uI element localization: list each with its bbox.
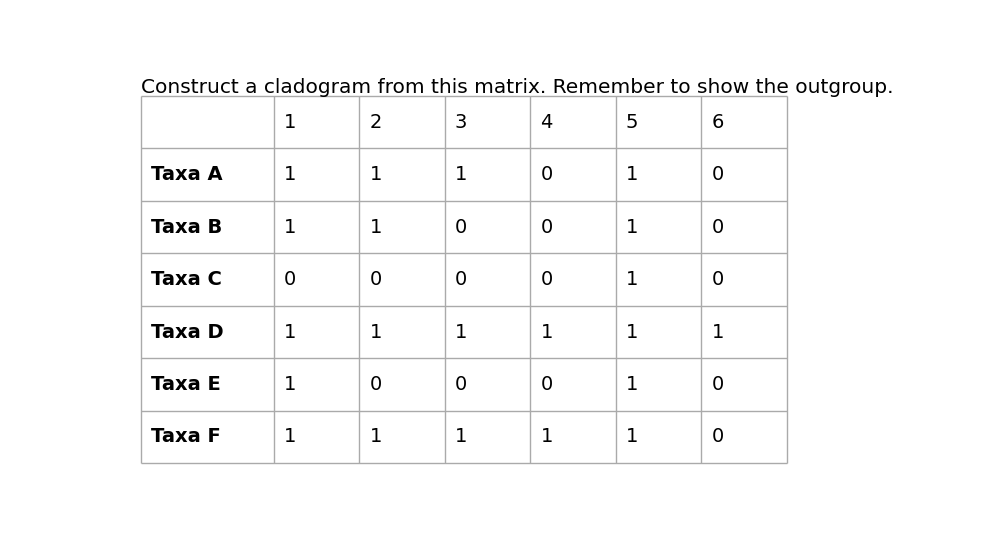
Text: 1: 1 bbox=[626, 323, 638, 341]
Text: 4: 4 bbox=[541, 113, 553, 132]
Text: 1: 1 bbox=[284, 165, 296, 184]
Text: 1: 1 bbox=[626, 375, 638, 394]
Text: 2: 2 bbox=[370, 113, 382, 132]
Text: Taxa B: Taxa B bbox=[151, 218, 223, 236]
Text: 0: 0 bbox=[712, 165, 724, 184]
Text: 1: 1 bbox=[284, 323, 296, 341]
Text: 0: 0 bbox=[541, 375, 553, 394]
Text: 0: 0 bbox=[541, 165, 553, 184]
Text: 1: 1 bbox=[455, 323, 467, 341]
Text: 1: 1 bbox=[626, 270, 638, 289]
Text: 1: 1 bbox=[370, 427, 382, 446]
Text: 1: 1 bbox=[712, 323, 724, 341]
Text: 5: 5 bbox=[626, 113, 638, 132]
Text: 0: 0 bbox=[712, 427, 724, 446]
Text: 0: 0 bbox=[455, 270, 467, 289]
Text: 1: 1 bbox=[626, 165, 638, 184]
Text: 1: 1 bbox=[626, 427, 638, 446]
Text: Taxa D: Taxa D bbox=[151, 323, 224, 341]
Text: 1: 1 bbox=[626, 218, 638, 236]
Text: 0: 0 bbox=[712, 218, 724, 236]
Text: 0: 0 bbox=[541, 218, 553, 236]
Text: 1: 1 bbox=[370, 218, 382, 236]
Text: 0: 0 bbox=[712, 375, 724, 394]
Text: 1: 1 bbox=[284, 218, 296, 236]
Text: Taxa C: Taxa C bbox=[151, 270, 223, 289]
Text: 1: 1 bbox=[541, 427, 553, 446]
Text: 0: 0 bbox=[712, 270, 724, 289]
Text: 1: 1 bbox=[370, 165, 382, 184]
Text: 3: 3 bbox=[455, 113, 467, 132]
Text: Taxa A: Taxa A bbox=[151, 165, 223, 184]
Text: 1: 1 bbox=[370, 323, 382, 341]
Text: Taxa E: Taxa E bbox=[151, 375, 221, 394]
Text: 1: 1 bbox=[284, 427, 296, 446]
Text: 1: 1 bbox=[541, 323, 553, 341]
Text: 0: 0 bbox=[370, 375, 382, 394]
Text: 1: 1 bbox=[455, 165, 467, 184]
Text: 0: 0 bbox=[455, 375, 467, 394]
Text: 0: 0 bbox=[370, 270, 382, 289]
Text: 1: 1 bbox=[455, 427, 467, 446]
Text: 1: 1 bbox=[284, 113, 296, 132]
Text: Taxa F: Taxa F bbox=[151, 427, 221, 446]
Text: 0: 0 bbox=[455, 218, 467, 236]
Text: 0: 0 bbox=[284, 270, 296, 289]
Text: 0: 0 bbox=[541, 270, 553, 289]
Text: 6: 6 bbox=[712, 113, 724, 132]
Text: Construct a cladogram from this matrix. Remember to show the outgroup.: Construct a cladogram from this matrix. … bbox=[141, 78, 894, 97]
Text: 1: 1 bbox=[284, 375, 296, 394]
